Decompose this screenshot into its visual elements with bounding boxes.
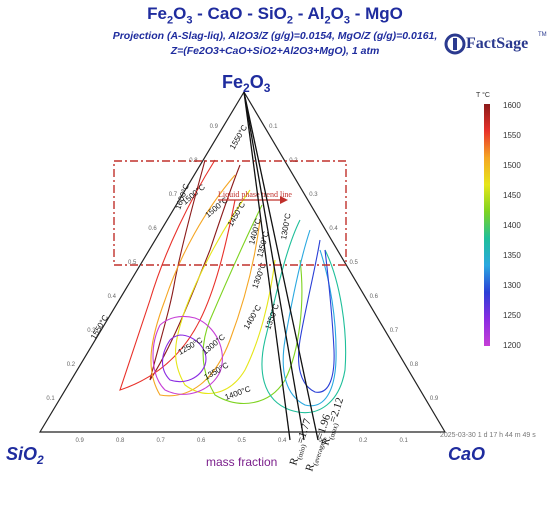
isotherm-line — [150, 174, 261, 397]
tick-label-bottom: 0.6 — [197, 438, 206, 444]
vertex-label-sio2: SiO2 — [6, 444, 44, 467]
tick-label-right: 0.5 — [350, 260, 359, 266]
colorbar-tick-label: 1500 — [503, 161, 521, 170]
timestamp: 2025-03-30 1 d 17 h 44 m 49 s — [440, 432, 536, 439]
ratio-labels: R(min)=1.77R(average)=1.96R(max)=2.12 — [287, 396, 346, 473]
colorbar-gradient — [484, 104, 490, 346]
tick-label-right: 0.1 — [269, 124, 278, 130]
tick-label-bottom: 0.7 — [157, 438, 166, 444]
tick-label-right: 0.4 — [329, 226, 338, 232]
isotherm-line — [175, 189, 276, 394]
isotherm-line — [261, 219, 347, 414]
isotherm-label: 1250°C — [177, 335, 205, 356]
tick-label-right: 0.8 — [410, 362, 419, 368]
tick-label-left: 0.4 — [108, 294, 117, 300]
subtitle-line-1: Projection (A-Slag-liq), Al2O3/Z (g/g)=0… — [112, 30, 438, 42]
ratio-label: R(min)=1.77 — [287, 417, 315, 468]
colorbar-tick-label: 1600 — [503, 101, 521, 110]
isotherm-line — [149, 159, 241, 381]
ratio-line-max — [243, 91, 319, 441]
tick-label-left: 0.3 — [87, 328, 96, 334]
factsage-logo: FactSage TM — [444, 32, 547, 56]
title-segment: O — [330, 4, 344, 23]
title-subscript: 3 — [343, 14, 350, 27]
title-subscript: 3 — [186, 14, 193, 27]
colorbar-tick-label: 1300 — [503, 281, 521, 290]
axis-caption: mass fraction — [206, 455, 277, 469]
tick-label-right: 0.9 — [430, 396, 439, 402]
title-segment: Fe — [147, 4, 167, 23]
tick-label-left: 0.5 — [128, 260, 137, 266]
colorbar-tick-label: 1350 — [503, 251, 521, 260]
title-segment: - CaO - SiO — [192, 4, 287, 23]
axis-ticks: 0.9 0.1 0.9 0.8 0.2 0.8 0.7 0.3 0.7 0.6 0.4 0.6 0.5 0… — [46, 124, 439, 444]
tick-label-right: 0.3 — [309, 192, 318, 198]
vertex-label-fe2o3: Fe2O3 — [222, 72, 271, 95]
colorbar-tick-label: 1550 — [503, 131, 521, 140]
isotherm-label: 1450°C — [226, 200, 247, 228]
isotherm-label: 1300°C — [201, 332, 227, 356]
colorbar-tick-label: 1200 — [503, 341, 521, 350]
tick-label-bottom: 0.8 — [116, 438, 125, 444]
colorbar-tick-label: 1250 — [503, 311, 521, 320]
tick-label-bottom: 0.4 — [278, 438, 287, 444]
tick-label-left: 0.9 — [210, 124, 219, 130]
tick-label-bottom: 0.1 — [400, 438, 409, 444]
title-subscript: 2 — [324, 14, 331, 27]
isotherm-label: 1400°C — [242, 303, 263, 331]
isotherm-label: 1400°C — [224, 384, 252, 402]
vertex-label-cao: CaO — [448, 444, 485, 464]
tick-label-bottom: 0.2 — [359, 438, 368, 444]
logo-text: FactSage — [466, 35, 529, 52]
tick-label-right: 0.7 — [390, 328, 399, 334]
tick-label-bottom: 0.5 — [238, 438, 247, 444]
ratio-line-average — [243, 91, 305, 441]
tick-label-bottom: 0.9 — [76, 438, 85, 444]
title-segment: - MgO — [350, 4, 403, 23]
subtitle-line-2: Z=(Fe2O3+CaO+SiO2+Al2O3+MgO), 1 atm — [170, 45, 380, 57]
isotherm-line — [282, 229, 337, 407]
title-subscript: 2 — [286, 14, 294, 27]
title-segment: - Al — [293, 4, 325, 23]
trend-region-box — [113, 160, 347, 266]
trend-arrow-head — [280, 196, 288, 204]
temperature-colorbar: T °C 1600 1550 1500 1450 1400 1350 1300 1250 1200 — [476, 91, 521, 350]
isotherm-line — [152, 315, 223, 395]
tick-label-bottom: 0.3 — [319, 438, 328, 444]
trend-annotation: Liquid phase trend line — [218, 190, 292, 199]
isotherm-line — [161, 334, 207, 383]
isotherm-label: 1300°C — [279, 212, 293, 240]
logo-tm: TM — [538, 32, 547, 38]
tick-label-left: 0.8 — [189, 158, 198, 164]
isotherm-line — [297, 239, 335, 393]
tick-label-left: 0.7 — [169, 192, 178, 198]
factsage-logo-icon — [444, 33, 466, 55]
tick-label-left: 0.1 — [46, 396, 55, 402]
diagram-title: Fe2O3 - CaO - SiO2 - Al2O3 - MgO — [0, 4, 550, 26]
colorbar-unit: T °C — [476, 91, 490, 99]
ratio-line-min — [243, 91, 291, 441]
tick-label-left: 0.2 — [67, 362, 76, 368]
isotherm-line — [119, 159, 236, 391]
title-text: Fe2O3 - CaO - SiO2 - Al2O3 - MgO — [147, 4, 403, 27]
isotherm-label: 1550°C — [228, 123, 249, 151]
tick-label-right: 0.6 — [370, 294, 379, 300]
title-subscript: 2 — [166, 14, 174, 27]
colorbar-tick-label: 1450 — [503, 191, 521, 200]
tick-label-left: 0.6 — [148, 226, 157, 232]
colorbar-tick-label: 1400 — [503, 221, 521, 230]
contour-lines: 1550°C1500°C1450°C1400°C1350°C1300°C1600… — [89, 123, 347, 414]
ternary-frame — [38, 90, 447, 433]
title-segment: O — [173, 4, 187, 23]
